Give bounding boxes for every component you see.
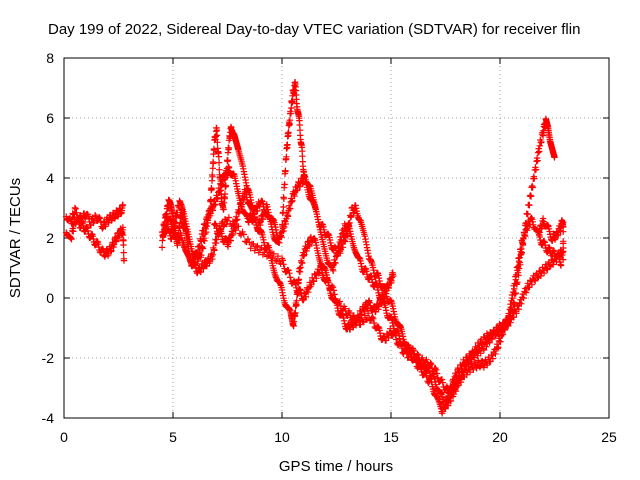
- chart-title: Day 199 of 2022, Sidereal Day-to-day VTE…: [48, 21, 580, 38]
- y-tick-label: 4: [46, 170, 54, 186]
- x-tick-label: 20: [492, 429, 508, 445]
- x-tick-label: 15: [383, 429, 399, 445]
- y-tick-label: 0: [46, 290, 54, 306]
- y-tick-label: 6: [46, 110, 54, 126]
- data-points: [63, 79, 567, 417]
- data-markers: [63, 79, 567, 417]
- y-tick-label: 8: [46, 50, 54, 66]
- y-axis-label: SDTVAR / TECUs: [7, 178, 24, 298]
- y-tick-label: 2: [46, 230, 54, 246]
- y-tick-label: -2: [42, 350, 55, 366]
- x-tick-label: 0: [60, 429, 68, 445]
- x-axis-label: GPS time / hours: [279, 458, 393, 475]
- grid: [64, 58, 609, 418]
- x-tick-label: 5: [169, 429, 177, 445]
- x-tick-label: 10: [274, 429, 290, 445]
- y-axis: -4 -2 0 2 4 6 8: [42, 50, 609, 426]
- y-tick-label: -4: [42, 410, 55, 426]
- x-tick-label: 25: [601, 429, 617, 445]
- x-axis: 0 5 10 15 20 25: [60, 58, 617, 445]
